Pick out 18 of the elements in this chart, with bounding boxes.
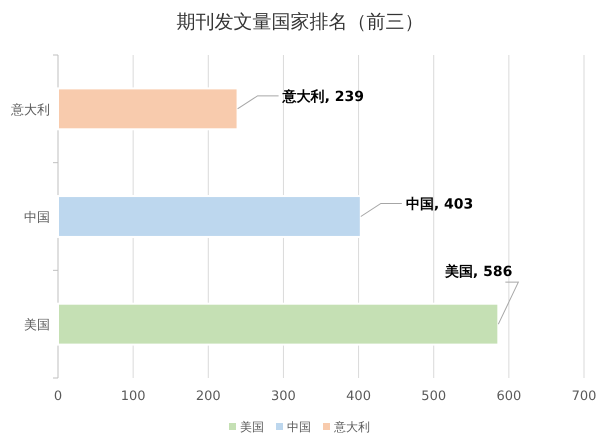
data-label: 中国, 403 (406, 196, 474, 212)
y-tick-label: 意大利 (10, 102, 50, 118)
legend-label: 美国 (240, 420, 264, 434)
x-tick-label: 500 (421, 389, 446, 404)
y-tick-label: 中国 (24, 210, 50, 226)
y-tick-label: 美国 (24, 317, 50, 334)
chart-title: 期刊发文量国家排名（前三） (176, 11, 424, 33)
legend-label: 意大利 (333, 420, 370, 434)
data-label: 美国, 586 (444, 263, 512, 280)
x-tick-label: 100 (120, 389, 146, 404)
x-tick-label: 700 (572, 389, 596, 404)
x-tick-label: 300 (271, 389, 296, 404)
legend-label: 中国 (287, 420, 311, 434)
x-tick-label: 200 (196, 389, 221, 404)
x-tick-label: 0 (54, 389, 62, 404)
x-tick-label: 400 (346, 389, 371, 404)
data-label: 意大利, 239 (282, 88, 364, 105)
x-tick-label: 600 (496, 389, 522, 404)
